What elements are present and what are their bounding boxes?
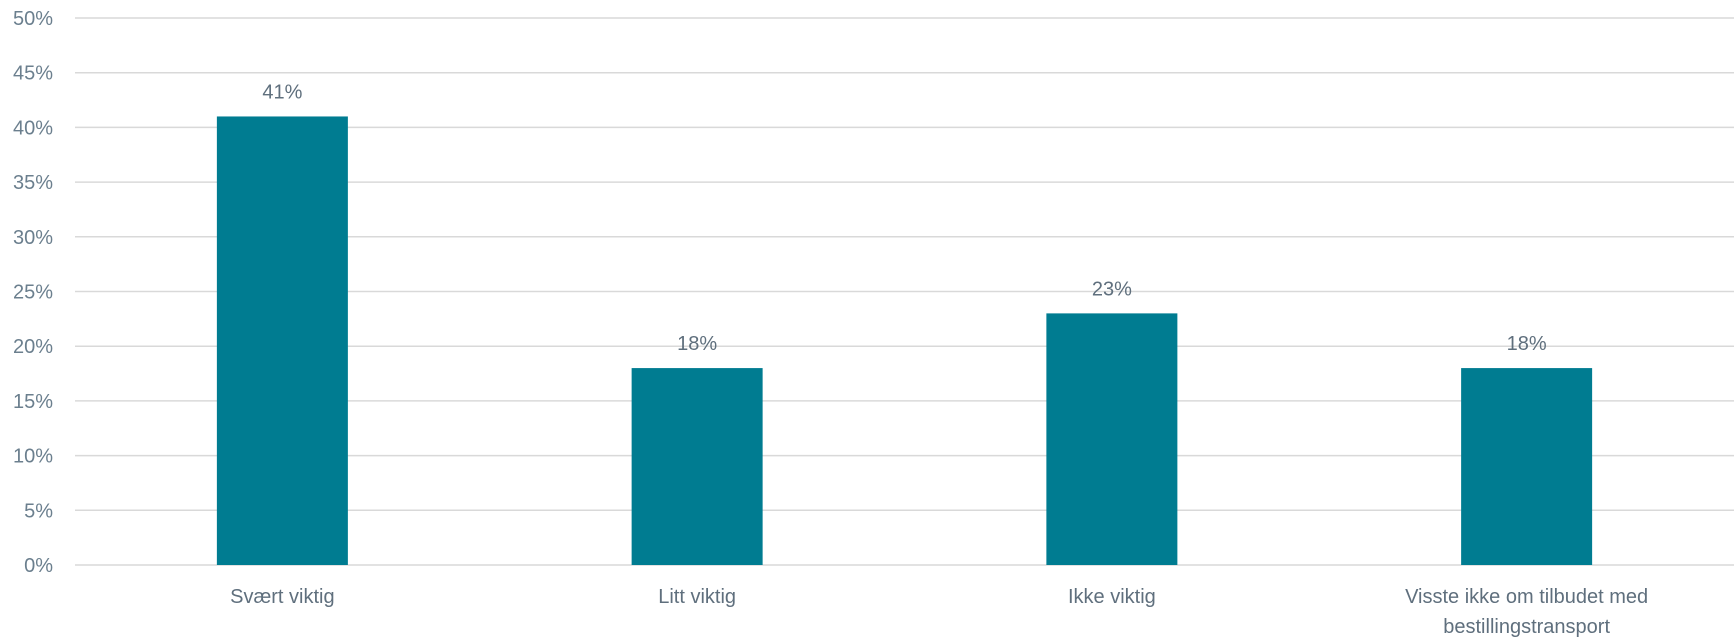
x-category-label: Visste ikke om tilbudet med (1405, 586, 1648, 608)
x-axis-category-labels: Svært viktig Litt viktig Ikke viktig Visste… (230, 586, 1648, 638)
bar (631, 368, 763, 565)
data-label: 18% (1507, 333, 1547, 355)
y-tick-label: 35% (13, 172, 53, 194)
x-category-label: Svært viktig (230, 586, 334, 608)
y-tick-label: 50% (13, 8, 53, 30)
y-tick-label: 10% (13, 446, 53, 468)
y-axis-tick-labels: 0% 5% 10% 15% 20% 25% 30% 35% 40% 45% 50% (13, 8, 53, 577)
x-category-label: Ikke viktig (1068, 586, 1156, 608)
data-label: 41% (262, 81, 302, 103)
bar (216, 116, 348, 566)
bar (1046, 313, 1178, 565)
data-labels: 41% 18% 23% 18% (262, 81, 1546, 355)
gridlines (75, 17, 1734, 566)
y-tick-label: 0% (24, 555, 53, 577)
y-tick-label: 20% (13, 336, 53, 358)
bar (1461, 368, 1593, 565)
bars (216, 116, 1593, 566)
y-tick-label: 45% (13, 63, 53, 85)
y-tick-label: 5% (24, 500, 53, 522)
y-tick-label: 40% (13, 117, 53, 139)
x-category-label: Litt viktig (658, 586, 736, 608)
y-tick-label: 25% (13, 282, 53, 304)
data-label: 18% (677, 333, 717, 355)
y-tick-label: 30% (13, 227, 53, 249)
data-label: 23% (1092, 278, 1132, 300)
y-tick-label: 15% (13, 391, 53, 413)
x-category-label: bestillingstransport (1443, 616, 1610, 637)
